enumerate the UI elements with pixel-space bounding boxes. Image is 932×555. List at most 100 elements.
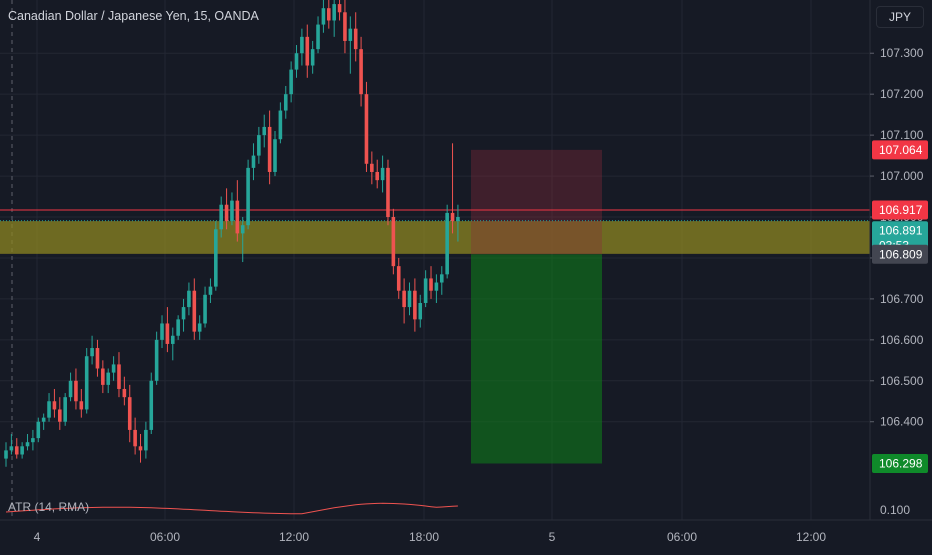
price-tick-label: 107.100 xyxy=(880,128,924,142)
price-badge xyxy=(872,140,928,160)
candle-body xyxy=(273,139,277,172)
candle-body xyxy=(413,290,417,320)
candle-body xyxy=(208,286,213,295)
candle-body xyxy=(434,282,439,291)
price-badge xyxy=(872,200,928,220)
price-tick-label: 106.400 xyxy=(880,415,924,429)
candle-body xyxy=(101,368,105,385)
time-tick-label: 12:00 xyxy=(796,530,826,544)
candle-body xyxy=(332,4,336,21)
candle-body xyxy=(267,126,272,172)
candle-body xyxy=(224,204,229,222)
candle-body xyxy=(36,421,41,439)
price-tick-label: 106.700 xyxy=(880,292,924,306)
candle-body xyxy=(219,204,223,230)
candle-body xyxy=(337,4,342,13)
currency-button[interactable]: JPY xyxy=(876,6,924,28)
time-tick-label: 18:00 xyxy=(409,530,439,544)
candle-body xyxy=(386,167,390,218)
price-tick-label: 106.600 xyxy=(880,333,924,347)
price-tick-label: 107.000 xyxy=(880,169,924,183)
candle-body xyxy=(111,364,116,373)
candle-body xyxy=(305,36,310,66)
candle-body xyxy=(95,348,100,369)
atr-indicator-label[interactable]: ATR (14, RMA) xyxy=(8,500,90,514)
candle-body xyxy=(257,135,261,156)
candle-body xyxy=(343,12,347,41)
price-badge-label: 106.917 xyxy=(879,203,923,217)
candle-body xyxy=(47,401,51,418)
candle-body xyxy=(235,200,240,234)
candle-body xyxy=(456,217,460,222)
price-tick-label: 107.200 xyxy=(880,87,924,101)
candle-body xyxy=(359,49,363,95)
candle-body xyxy=(423,278,428,303)
time-axis xyxy=(0,520,932,550)
candle-body xyxy=(14,446,19,455)
price-tick-label: 107.300 xyxy=(880,46,924,60)
candle-body xyxy=(316,24,320,50)
price-tick-label: 106.500 xyxy=(880,374,924,388)
candle-body xyxy=(289,69,293,95)
candle-body xyxy=(262,126,267,136)
candle-body xyxy=(117,364,121,389)
candle-body xyxy=(407,290,412,308)
candle-body xyxy=(418,302,423,320)
candle-body xyxy=(439,274,444,283)
price-badge xyxy=(872,244,928,264)
candle-body xyxy=(63,397,67,422)
stop-loss-zone xyxy=(471,149,602,255)
candle-body xyxy=(391,217,396,267)
price-badge-label: 106.891 xyxy=(879,224,923,238)
time-tick-label: 06:00 xyxy=(150,530,180,544)
candle-body xyxy=(149,380,154,430)
candle-body xyxy=(396,266,401,291)
candle-body xyxy=(127,397,132,430)
candle-body xyxy=(20,446,24,455)
atr-value-label: 0.100 xyxy=(880,503,910,517)
time-tick-label: 4 xyxy=(34,530,41,544)
symbol-title[interactable]: Canadian Dollar / Japanese Yen, 15, OAND… xyxy=(8,9,259,23)
candle-body xyxy=(375,171,380,181)
candle-body xyxy=(160,323,164,340)
candle-body xyxy=(364,94,369,164)
candle-body xyxy=(310,49,315,66)
candle-body xyxy=(321,8,326,25)
candle-body xyxy=(450,212,455,222)
support-resistance-zone xyxy=(0,221,870,254)
candle-body xyxy=(52,401,57,410)
candle-body xyxy=(283,94,288,111)
candle-body xyxy=(203,294,207,324)
candle-body xyxy=(445,212,449,275)
candle-body xyxy=(278,110,283,140)
candle-body xyxy=(176,319,180,336)
candle-body xyxy=(429,278,433,291)
atr-line xyxy=(5,502,458,515)
candle-body xyxy=(138,446,143,451)
candle-body xyxy=(122,388,127,398)
candle-body xyxy=(4,450,8,459)
candle-body xyxy=(380,167,385,181)
candle-body xyxy=(106,372,111,385)
candle-body xyxy=(68,380,73,398)
candle-body xyxy=(348,28,353,41)
candle-body xyxy=(170,335,175,344)
candle-body xyxy=(84,356,89,410)
candle-body xyxy=(154,339,159,381)
candle-body xyxy=(197,323,202,332)
candle-body xyxy=(144,429,148,451)
candle-body xyxy=(353,28,358,50)
candle-body xyxy=(214,229,218,287)
candle-body xyxy=(370,163,374,172)
price-badge xyxy=(872,453,928,473)
candle-body xyxy=(300,36,304,54)
candle-body xyxy=(25,442,30,447)
candle-body xyxy=(192,290,197,332)
price-badge-label: 107.064 xyxy=(879,143,923,157)
candle-body xyxy=(230,200,234,222)
candle-body xyxy=(402,290,406,308)
time-tick-label: 5 xyxy=(549,530,556,544)
candle-body xyxy=(74,380,78,402)
